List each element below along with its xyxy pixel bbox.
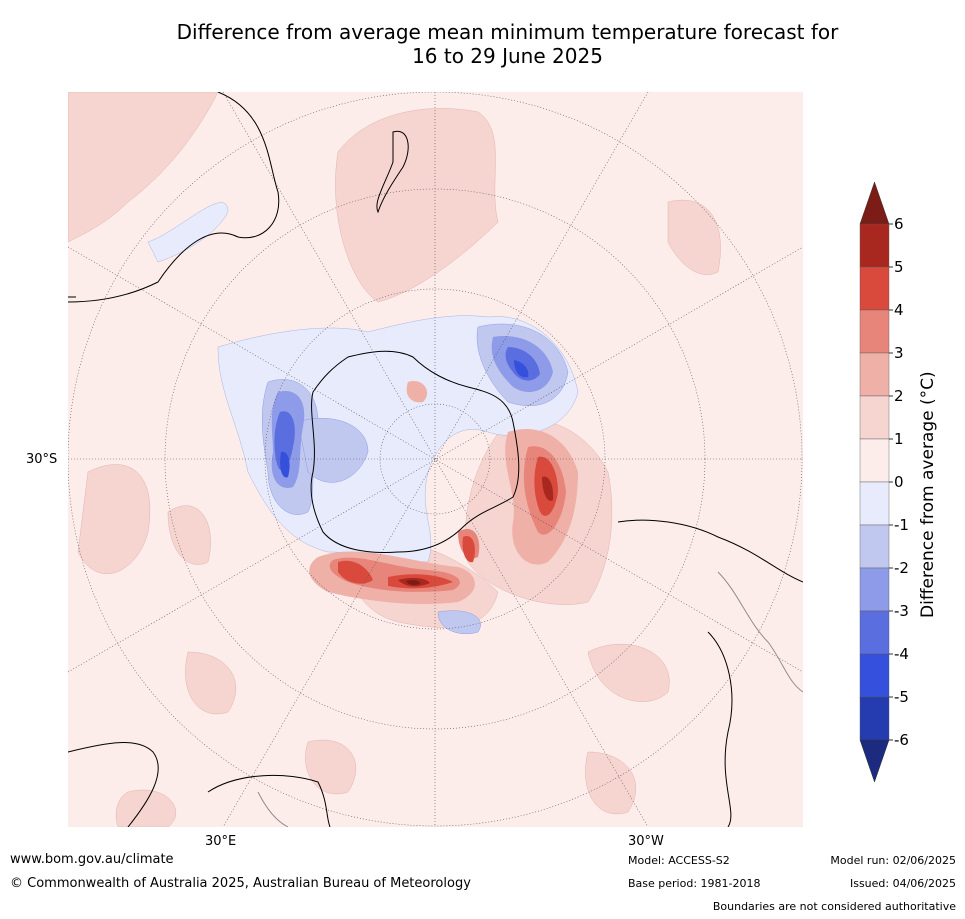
colorbar-swatch	[859, 438, 890, 483]
copyright-text: © Commonwealth of Australia 2025, Austra…	[10, 876, 471, 891]
colorbar-tick-label: 3	[894, 344, 904, 362]
latitude-label-30s: 30°S	[26, 452, 58, 467]
colorbar-swatch	[859, 395, 890, 440]
anomaly-minus4-3-region	[274, 347, 540, 471]
colorbar-swatch	[859, 696, 890, 741]
colorbar-tick-label: -4	[894, 645, 909, 663]
model-run-date: Model run: 02/06/2025	[830, 854, 956, 867]
colorbar-tick-label: -6	[894, 731, 909, 749]
colorbar-swatch	[859, 266, 890, 311]
website-link[interactable]: www.bom.gov.au/climate	[10, 852, 174, 867]
coastlines	[68, 92, 803, 827]
colorbar-tick-label: 2	[894, 387, 904, 405]
colorbar-tick-label: -5	[894, 688, 909, 706]
longitude-label-30w: 30°W	[628, 834, 664, 849]
colorbar-tick-label: 0	[894, 473, 904, 491]
colorbar-extend-top	[859, 181, 890, 225]
colorbar-tick-label: 5	[894, 258, 904, 276]
colorbar-tick-label: -1	[894, 516, 909, 534]
colorbar-tick-label: 4	[894, 301, 904, 319]
colorbar-swatch	[859, 223, 890, 268]
colorbar: 6 5 4 3 2 1 0 -1 -2 -3 -4 -5 -6	[858, 181, 965, 783]
title-line-2: 16 to 29 June 2025	[412, 44, 603, 68]
colorbar-swatch	[859, 653, 890, 698]
longitude-label-30e: 30°E	[205, 834, 237, 849]
issued-date: Issued: 04/06/2025	[849, 877, 956, 890]
map-title: Difference from average mean minimum tem…	[0, 20, 965, 68]
temperature-anomaly-map	[68, 92, 803, 827]
title-line-1: Difference from average mean minimum tem…	[176, 20, 839, 44]
colorbar-swatch	[859, 309, 890, 354]
graticule	[68, 92, 803, 827]
anomaly-minus5-4-region	[280, 360, 529, 478]
colorbar-label: Difference from average (°C)	[918, 371, 938, 618]
colorbar-swatch	[859, 481, 890, 526]
colorbar-swatch	[859, 524, 890, 569]
colorbar-tick-label: 6	[894, 215, 904, 233]
colorbar-swatch	[859, 567, 890, 612]
colorbar-tick-label: -3	[894, 602, 909, 620]
anomaly-above-6-region	[406, 580, 420, 585]
colorbar-swatch	[859, 610, 890, 655]
model-name: Model: ACCESS-S2	[628, 854, 730, 867]
boundary-disclaimer: Boundaries are not considered authoritat…	[712, 900, 956, 913]
country-boundaries	[257, 571, 803, 827]
colorbar-extend-bottom	[859, 739, 890, 783]
colorbar-swatch	[859, 352, 890, 397]
colorbar-tick-label: 1	[894, 430, 904, 448]
anomaly-1-2-patches	[68, 92, 721, 827]
base-period: Base period: 1981-2018	[628, 877, 761, 890]
colorbar-tick-label: -2	[894, 559, 909, 577]
